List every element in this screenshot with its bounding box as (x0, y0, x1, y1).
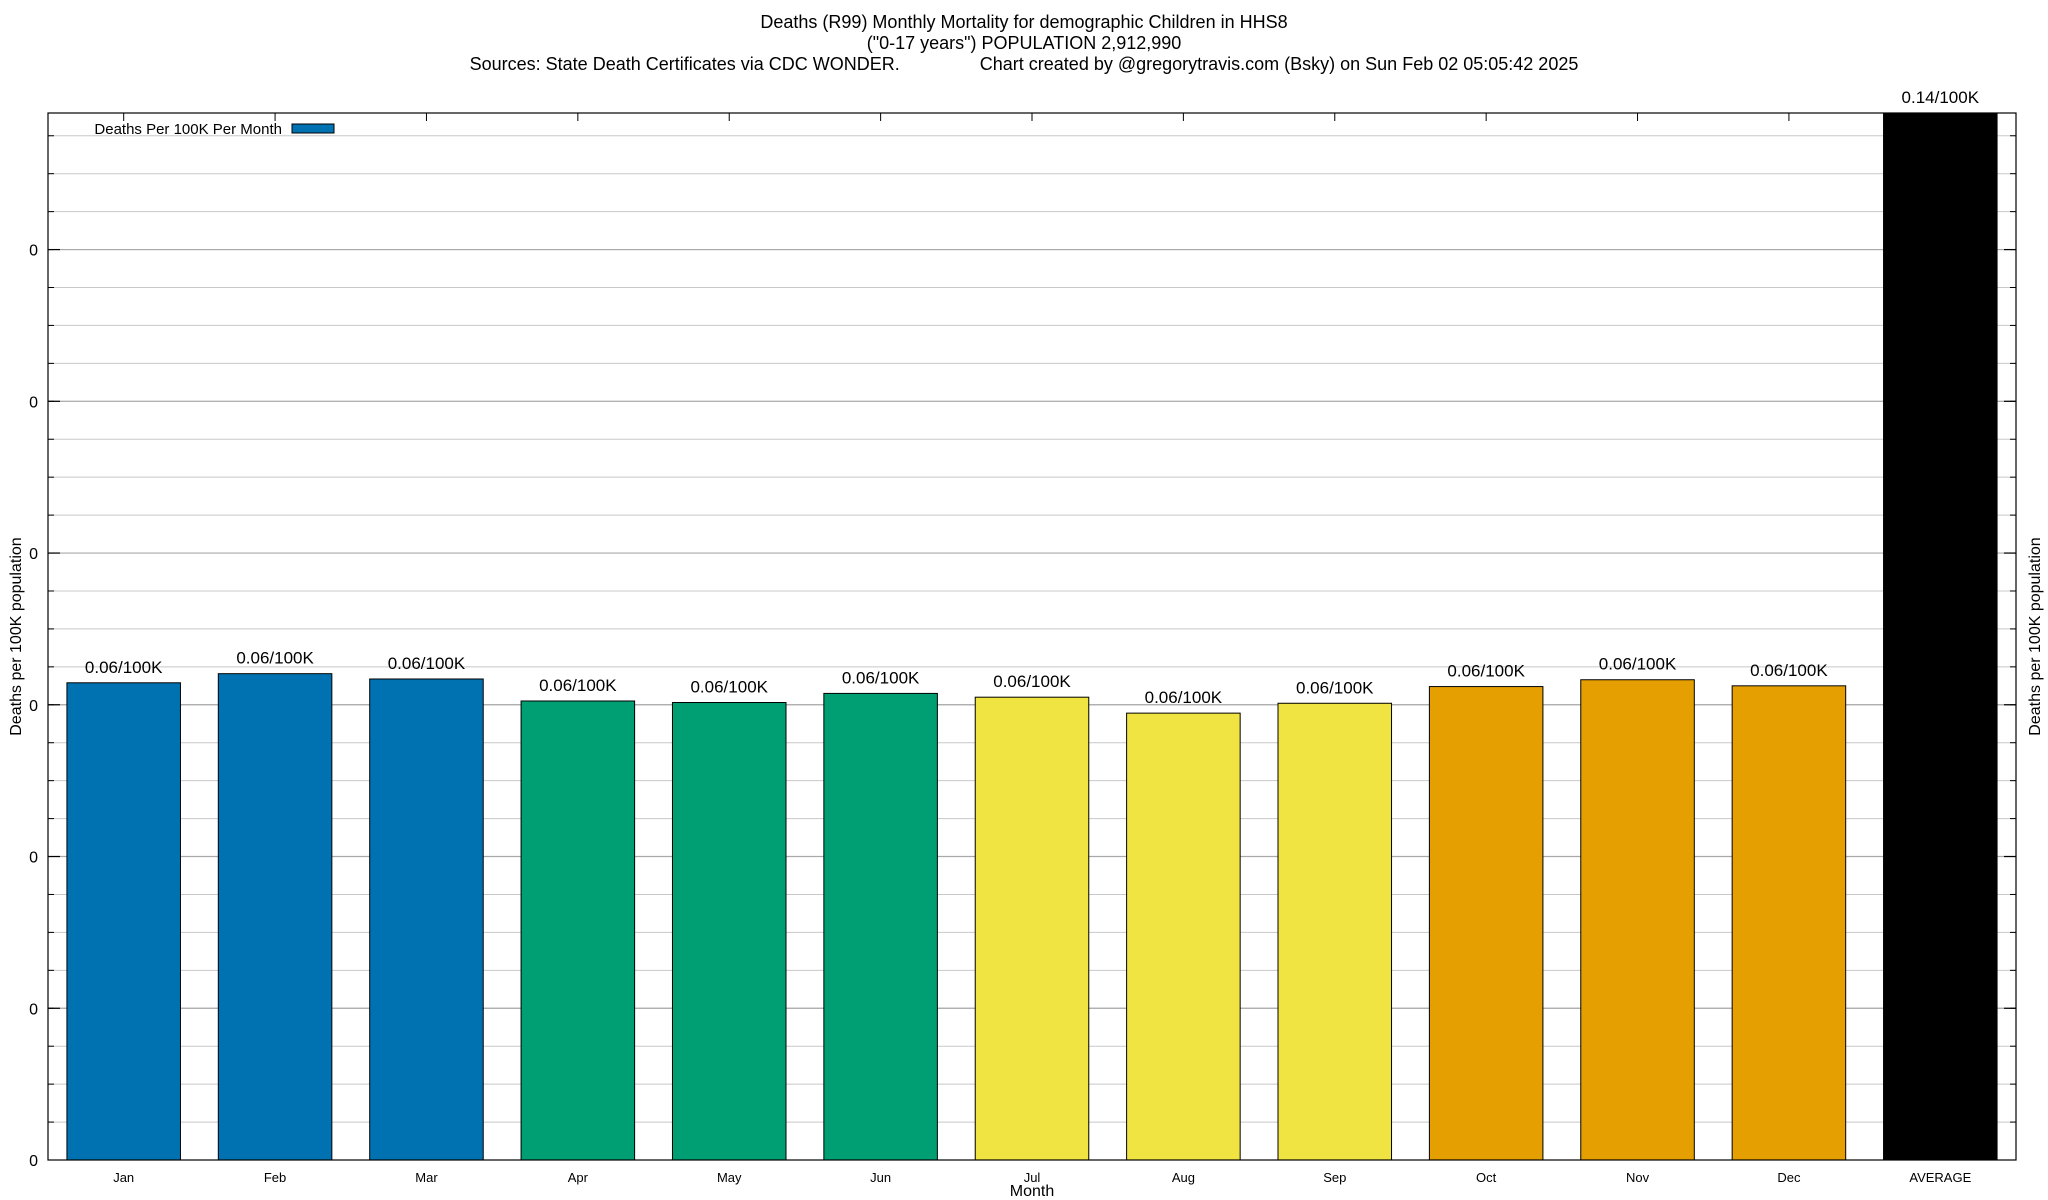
data-label: 0.06/100K (236, 649, 314, 668)
data-label: 0.14/100K (1902, 88, 1980, 107)
x-tick-label: Jun (870, 1170, 891, 1185)
x-tick-label: Feb (264, 1170, 286, 1185)
data-label: 0.06/100K (1599, 655, 1677, 674)
data-label: 0.06/100K (690, 678, 768, 697)
bar-average (1883, 112, 1998, 1161)
y-tick-label: 0 (29, 546, 38, 563)
chart-subtitle: ("0-17 years") POPULATION 2,912,990 (866, 33, 1182, 53)
bar-sep (1277, 702, 1393, 1161)
y-tick-label: 0 (29, 850, 38, 867)
x-tick-label: Aug (1172, 1170, 1195, 1185)
chart-title: Deaths (R99) Monthly Mortality for demog… (760, 12, 1288, 32)
data-label: 0.06/100K (842, 668, 920, 687)
x-tick-label: Nov (1626, 1170, 1650, 1185)
bars (66, 112, 1998, 1161)
x-tick-label: Apr (568, 1170, 589, 1185)
x-tick-label: Jan (113, 1170, 134, 1185)
x-tick-label: Jul (1024, 1170, 1041, 1185)
y-tick-label: 0 (29, 1153, 38, 1170)
bar-apr (520, 700, 636, 1161)
x-tick-label: Mar (415, 1170, 438, 1185)
x-tick-label: May (717, 1170, 742, 1185)
bar-jan (66, 682, 181, 1161)
bar-dec (1731, 685, 1847, 1161)
data-label: 0.06/100K (539, 676, 617, 695)
bar-jun (823, 692, 938, 1161)
y-axis-title-right: Deaths per 100K population (2027, 537, 2044, 735)
bar-mar (369, 678, 484, 1161)
x-tick-label: Sep (1323, 1170, 1346, 1185)
data-label: 0.06/100K (1447, 662, 1525, 681)
x-axis-title: Month (1010, 1183, 1054, 1200)
bar-aug (1126, 712, 1241, 1161)
bar-jul (974, 696, 1090, 1161)
data-label: 0.06/100K (1145, 688, 1223, 707)
y-tick-label: 0 (29, 1001, 38, 1018)
bar-may (671, 702, 787, 1161)
y-tick-label: 0 (29, 698, 38, 715)
bar-feb (217, 673, 333, 1161)
data-label: 0.06/100K (993, 672, 1071, 691)
data-label: 0.06/100K (85, 658, 163, 677)
y-tick-label: 0 (29, 243, 38, 260)
bar-nov (1580, 679, 1695, 1161)
legend-label: Deaths Per 100K Per Month (94, 121, 282, 138)
chart-title-block: Deaths (R99) Monthly Mortality for demog… (0, 12, 2048, 75)
data-label: 0.06/100K (1296, 678, 1374, 697)
chart-sources: Sources: State Death Certificates via CD… (469, 54, 1579, 74)
x-tick-label: Oct (1476, 1170, 1497, 1185)
bar-oct (1428, 686, 1544, 1161)
y-axis-title: Deaths per 100K population (8, 537, 25, 735)
legend: Deaths Per 100K Per Month (94, 121, 335, 138)
y-tick-label: 0 (29, 394, 38, 411)
x-tick-label: Dec (1777, 1170, 1801, 1185)
data-label: 0.06/100K (1750, 661, 1828, 680)
x-tick-label: AVERAGE (1909, 1170, 1971, 1185)
axis-ticks (48, 113, 2016, 1123)
legend-swatch (291, 123, 335, 134)
axis-labels: 0 0 0 0 0 0 0 0.06/100K Jan 0.06/100K Feb 0.06/100K… (8, 88, 2044, 1200)
data-label: 0.06/100K (388, 654, 466, 673)
